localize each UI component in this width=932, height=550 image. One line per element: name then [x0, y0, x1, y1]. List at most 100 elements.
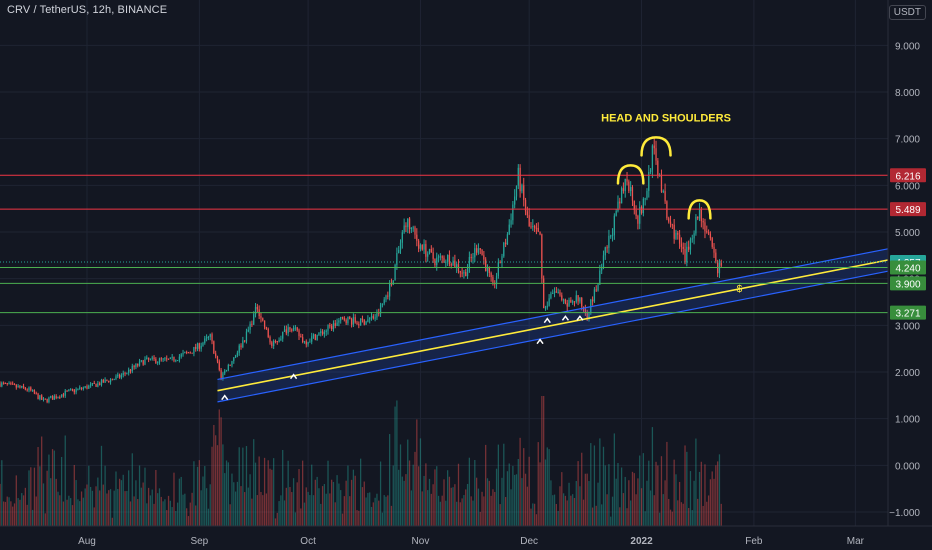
candle-body [689, 239, 692, 250]
volume-bar [568, 482, 570, 526]
volume-bar [428, 478, 431, 526]
candle-body [109, 379, 112, 383]
volume-bar [577, 461, 579, 526]
volume-bar [82, 497, 84, 526]
candle-body [548, 298, 550, 306]
candle-body [305, 341, 307, 345]
volume-bar [611, 496, 614, 526]
candle-body [327, 325, 329, 331]
candle-body [497, 262, 500, 277]
candle-body [523, 185, 525, 200]
candle-body [191, 352, 193, 354]
volume-bar [167, 495, 170, 526]
volume-bar [459, 502, 461, 526]
candle-body [617, 201, 619, 211]
candle-body [450, 263, 452, 266]
volume-bar [325, 493, 327, 526]
volume-bar [111, 517, 113, 526]
candle-body [543, 278, 545, 309]
candle-body [381, 303, 384, 305]
candle-body [256, 306, 258, 310]
volume-bar [356, 510, 358, 526]
candle-body [369, 317, 371, 320]
candle-body [142, 360, 144, 365]
candle-body [613, 215, 615, 236]
candle-body [186, 352, 188, 354]
candle-body [553, 291, 556, 294]
candle-body [240, 345, 242, 348]
candle-body [343, 317, 345, 321]
volume-bar [22, 495, 25, 526]
volume-bar [408, 460, 411, 526]
candle-body [60, 394, 63, 398]
candle-body [579, 297, 581, 302]
candle-body [390, 283, 393, 285]
volume-bar [233, 482, 235, 526]
candle-body [341, 317, 344, 319]
candle-body [149, 358, 152, 360]
candle-body [265, 327, 268, 329]
volume-bar [555, 503, 557, 526]
candle-body [477, 248, 480, 253]
volume-bar [448, 476, 451, 526]
volume-bar [693, 480, 695, 526]
candle-body [99, 383, 101, 385]
volume-bar [539, 462, 541, 526]
volume-bar [312, 495, 315, 526]
candle-body [573, 301, 576, 303]
volume-bar [360, 458, 362, 526]
volume-bar [369, 492, 371, 526]
candle-body [630, 187, 632, 192]
currency-button[interactable]: USDT [888, 5, 926, 20]
volume-bar [379, 461, 382, 526]
candle-body [13, 384, 16, 386]
volume-bar [224, 473, 226, 526]
horizontal-levels [0, 174, 888, 314]
candle-body [204, 338, 206, 343]
candle-body [628, 181, 630, 192]
volume-bar [662, 494, 664, 526]
volume-bar [657, 465, 659, 526]
volume-bar [298, 469, 300, 526]
x-tick-label: Nov [412, 536, 430, 547]
volume-bar [77, 499, 79, 526]
symbol-legend[interactable]: CRV / TetherUS, 12h, BINANCE [7, 4, 168, 16]
volume-bar [541, 396, 543, 526]
volume-bar [147, 487, 150, 526]
volume-bar [60, 457, 63, 526]
candle-body [410, 227, 413, 230]
candle-body [448, 254, 451, 264]
volume-bar [378, 500, 380, 526]
candle-body [329, 325, 331, 327]
volume-bar [514, 474, 516, 526]
candle-body [615, 210, 617, 216]
candle-body [80, 387, 83, 389]
volume-bar [720, 503, 722, 526]
candle-body [528, 215, 530, 227]
volume-bar [410, 490, 413, 526]
candle-body [709, 233, 712, 239]
volume-bar [204, 466, 206, 526]
volume-bar [575, 481, 577, 526]
volume-bar [698, 471, 701, 526]
candle-body [187, 352, 190, 354]
candle-body [490, 272, 492, 278]
x-tick-label: Mar [847, 536, 865, 547]
volume-bar [271, 469, 273, 526]
volume-bar [709, 479, 712, 526]
volume-bar [88, 465, 90, 526]
volume-bar [485, 444, 487, 526]
volume-bar [99, 490, 101, 526]
volume-bar [486, 478, 489, 526]
candle-body [180, 354, 182, 357]
candle-body [234, 355, 237, 358]
candle-body [4, 382, 7, 384]
candle-body [417, 240, 420, 249]
volume-bar [671, 511, 673, 526]
volume-bar [30, 467, 32, 526]
volume-bar [37, 447, 39, 526]
candle-body [378, 313, 380, 315]
candle-body [492, 277, 494, 283]
candle-body [169, 357, 171, 359]
